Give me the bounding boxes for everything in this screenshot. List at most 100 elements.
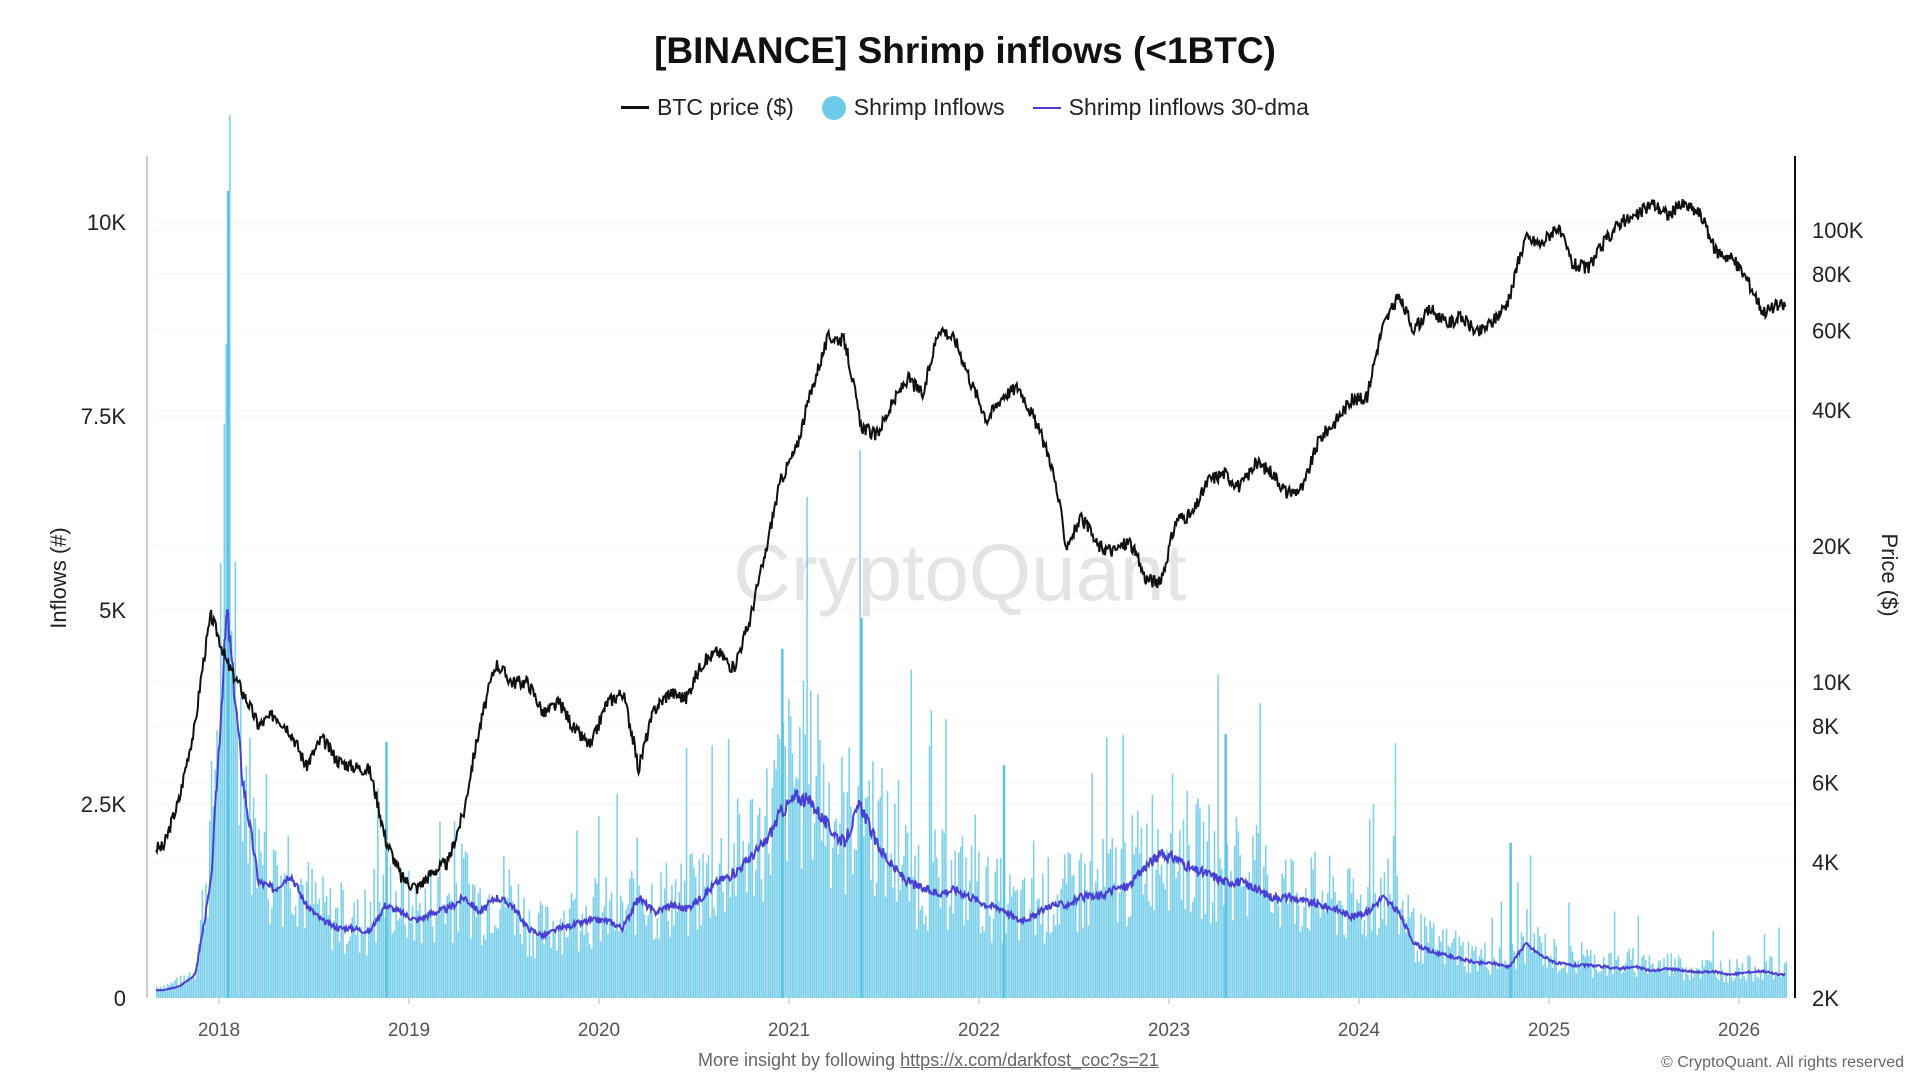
legend-item-dma[interactable]: Shrimp Iinflows 30-dma <box>1032 94 1309 121</box>
inflow-bar <box>987 857 989 998</box>
inflow-bar <box>1511 943 1514 998</box>
inflow-bar <box>1582 954 1585 998</box>
inflow-bar <box>693 867 695 998</box>
inflow-bar <box>981 925 984 998</box>
inflow-bar <box>249 737 251 998</box>
legend-label: Shrimp Iinflows 30-dma <box>1068 94 1309 120</box>
inflow-bar <box>1770 956 1773 998</box>
inflow-bar <box>1694 972 1696 998</box>
inflow-bar <box>1533 933 1536 998</box>
inflow-bar <box>1515 968 1517 998</box>
inflow-bar <box>1341 905 1344 998</box>
inflow-bar <box>724 911 726 998</box>
inflow-bar <box>252 797 255 998</box>
inflow-bar <box>1555 946 1557 998</box>
inflow-bar <box>1551 967 1554 998</box>
inflow-bar <box>1774 972 1777 998</box>
inflow-bar <box>1253 860 1256 998</box>
inflow-bar <box>1623 971 1625 998</box>
inflow-bar <box>704 886 706 998</box>
inflow-bar <box>976 881 978 998</box>
inflow-bar <box>965 857 967 998</box>
inflow-bar <box>771 787 774 998</box>
inflow-bar <box>596 883 598 998</box>
inflow-bar <box>956 894 958 998</box>
inflow-bar <box>1279 926 1282 998</box>
inflow-bar <box>1783 963 1786 998</box>
inflow-bar <box>1180 899 1183 998</box>
inflow-bar <box>1102 838 1104 998</box>
inflow-bar <box>992 918 995 998</box>
inflow-bar <box>285 884 288 998</box>
inflow-bar <box>1166 849 1168 998</box>
y-axis-label: Inflows (#) <box>46 527 71 628</box>
inflow-bar <box>700 924 702 998</box>
inflow-bar <box>740 864 743 998</box>
legend-item-inflows[interactable]: Shrimp Inflows <box>821 94 1005 121</box>
inflow-bar <box>435 917 438 998</box>
inflow-bar <box>1316 899 1318 998</box>
inflow-bar <box>433 942 436 998</box>
inflow-bar <box>1471 946 1473 998</box>
inflow-bar <box>1098 890 1101 998</box>
inflow-bar <box>833 821 836 998</box>
inflow-bar <box>1604 963 1607 998</box>
inflow-bar <box>413 940 416 998</box>
inflow-bar <box>625 909 628 998</box>
inflow-bar <box>1018 940 1020 998</box>
inflow-bar <box>877 800 880 998</box>
inflow-bar <box>400 869 403 998</box>
inflow-bar <box>1252 836 1254 998</box>
inflow-bar <box>1054 925 1057 998</box>
inflow-bar <box>601 912 604 998</box>
inflow-bar <box>1021 880 1024 998</box>
inflow-bar <box>530 956 533 998</box>
inflow-bar <box>1153 910 1156 998</box>
inflow-bar <box>1531 952 1534 998</box>
inflow-bar <box>437 877 439 998</box>
inflow-bar <box>1639 968 1641 998</box>
inflow-bar <box>550 948 553 998</box>
inflow-bar <box>1045 931 1048 998</box>
inflow-bar <box>1076 932 1079 998</box>
inflow-bar <box>791 753 794 998</box>
inflow-bar <box>1182 819 1185 998</box>
inflow-bar <box>194 979 196 998</box>
inflow-bar <box>362 932 364 998</box>
inflow-bar <box>402 881 405 998</box>
inflow-bar <box>689 854 691 998</box>
inflow-bar <box>1617 955 1620 998</box>
x-tick-label: 2025 <box>1528 1020 1570 1041</box>
inflow-bar <box>945 719 947 998</box>
inflow-bar <box>338 941 341 998</box>
inflow-bar <box>395 891 397 998</box>
inflow-bar <box>1663 958 1665 998</box>
inflow-bar <box>216 730 218 998</box>
inflow-bar <box>958 852 960 998</box>
inflow-bar <box>594 878 596 998</box>
inflow-bar <box>1354 917 1356 998</box>
inflow-bar <box>1599 971 1601 998</box>
x-tick-label: 2019 <box>388 1020 430 1041</box>
inflow-bar <box>1769 955 1771 998</box>
inflow-bar <box>309 904 311 998</box>
inflow-bar <box>250 894 253 998</box>
inflow-bar <box>751 798 754 998</box>
inflow-bar <box>503 855 505 998</box>
inflow-bar <box>1528 942 1530 998</box>
inflow-bar <box>766 768 768 998</box>
inflow-bar <box>188 972 191 998</box>
inflow-bar <box>1591 977 1594 998</box>
legend-item-price[interactable]: BTC price ($) <box>621 94 794 121</box>
inflow-bar <box>377 788 379 998</box>
inflow-bar <box>1158 874 1161 998</box>
inflow-bar <box>1233 845 1236 998</box>
inflow-bar <box>1701 959 1704 998</box>
footer-link[interactable]: https://x.com/darkfost_coc?s=21 <box>900 1050 1159 1070</box>
inflow-bar <box>948 906 951 998</box>
inflow-bar <box>1222 905 1225 998</box>
inflow-bar <box>967 919 969 998</box>
inflow-bar <box>753 896 755 998</box>
inflow-bar <box>1071 875 1073 998</box>
inflow-bar <box>203 928 206 998</box>
